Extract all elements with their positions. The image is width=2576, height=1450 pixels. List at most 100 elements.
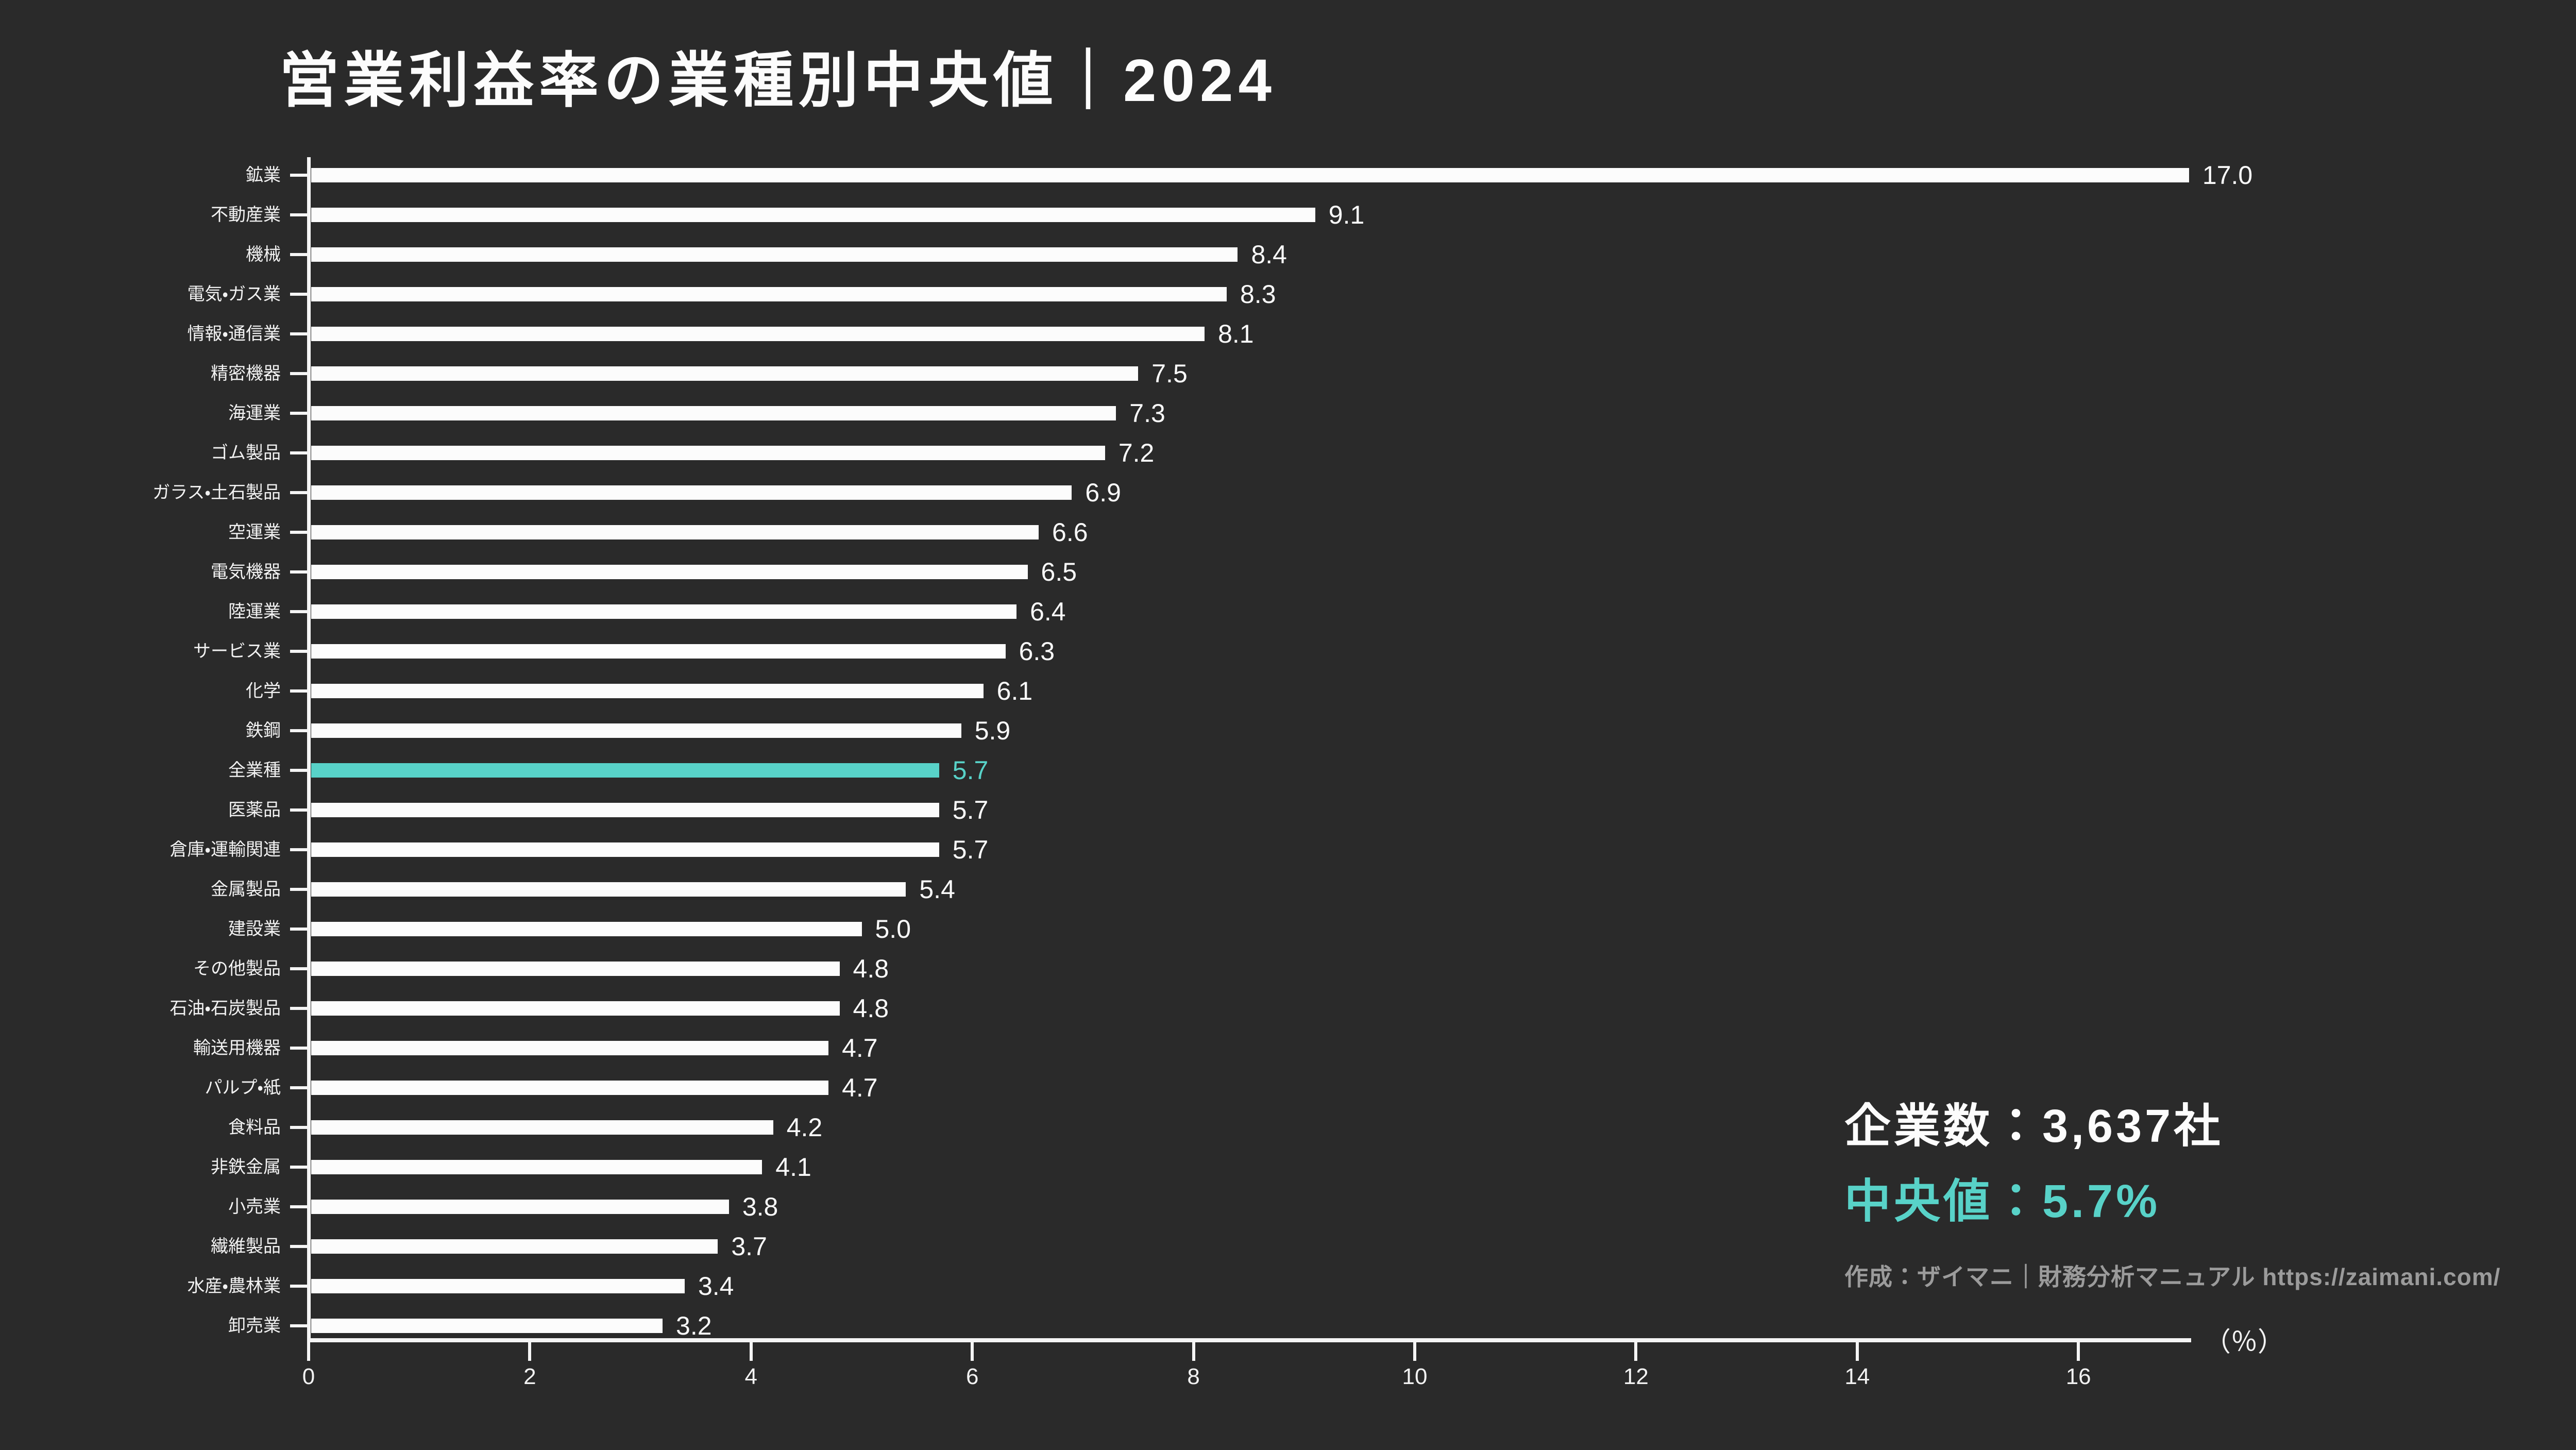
bar [311,327,1205,341]
category-label: 小売業 [228,1197,281,1217]
y-axis-tick [290,1285,309,1288]
category-label: 電気機器 [211,562,281,582]
y-axis-tick [290,293,309,296]
y-axis-tick [290,491,309,494]
y-axis-tick [290,1205,309,1208]
category-label: 卸売業 [228,1316,281,1336]
y-axis-tick [290,808,309,812]
value-label: 5.7 [952,796,989,824]
y-axis-tick [290,174,309,177]
category-label: 精密機器 [211,364,281,383]
bar-highlight [311,763,939,778]
bar [311,247,1238,262]
value-label: 8.1 [1218,319,1254,348]
y-axis-tick [290,213,309,216]
y-axis-tick [290,1086,309,1089]
y-axis-tick [290,769,309,772]
x-axis-tick-label: 4 [744,1364,758,1389]
bar [311,565,1028,579]
x-axis-tick [307,1342,310,1361]
category-label: 繊維製品 [211,1237,281,1256]
value-label: 6.5 [1041,558,1077,586]
x-axis-tick [1634,1342,1638,1361]
value-label: 5.0 [875,915,911,943]
value-label: 7.2 [1118,439,1155,467]
x-axis-tick-label: 12 [1623,1364,1649,1389]
category-label: 陸運業 [228,602,281,621]
bar [311,1001,840,1016]
y-axis-tick [290,689,309,693]
category-label: 空運業 [228,522,281,542]
y-axis-tick [290,372,309,375]
value-label: 4.7 [842,1034,878,1063]
category-label: 建設業 [228,919,281,939]
value-label: 5.4 [919,875,955,904]
value-label: 7.5 [1151,359,1188,388]
bar [311,723,961,738]
category-label: ガラス・土石製品 [152,483,281,502]
category-label: 海運業 [228,403,281,423]
x-axis-tick-label: 8 [1187,1364,1200,1389]
value-label: 6.1 [996,677,1033,705]
y-axis-tick [290,253,309,256]
category-label: 全業種 [228,761,281,780]
value-label: 6.3 [1019,637,1055,666]
bar [311,525,1039,539]
x-axis-line [307,1338,2191,1342]
value-label: 5.7 [952,835,989,864]
category-label: 輸送用機器 [193,1038,281,1058]
value-label: 4.8 [853,994,889,1023]
category-label: 非鉄金属 [211,1157,281,1177]
category-label: ゴム製品 [211,443,281,463]
y-axis-tick [290,1047,309,1050]
category-label: 食料品 [228,1118,281,1137]
bar [311,1120,773,1135]
y-axis-tick [290,928,309,931]
value-label: 4.7 [842,1073,878,1102]
bar [311,882,906,897]
value-label: 5.9 [974,716,1011,745]
x-axis-tick [2077,1342,2080,1361]
value-label: 4.2 [786,1113,823,1142]
y-axis-tick [290,412,309,415]
y-axis-tick [290,531,309,534]
value-label: 3.4 [698,1272,734,1301]
y-axis-tick [290,1324,309,1327]
category-label: 医薬品 [228,800,281,820]
x-axis-tick [1192,1342,1195,1361]
y-axis-tick [290,888,309,891]
category-label: 水産・農林業 [187,1276,281,1296]
attribution-text: 作成：ザイマニ｜財務分析マニュアル https://zaimani.com/ [1844,1263,2501,1290]
value-label: 17.0 [2202,161,2253,190]
bar [311,1200,729,1214]
value-label: 6.4 [1030,597,1066,626]
y-axis-tick [290,729,309,732]
bar [311,1279,685,1293]
y-axis-tick [290,610,309,613]
bar [311,1239,718,1254]
x-axis-tick-label: 6 [965,1364,979,1389]
value-label: 4.1 [775,1153,811,1182]
bar [311,287,1227,301]
y-axis-tick [290,967,309,970]
category-label: 機械 [246,245,281,264]
bar [311,644,1006,659]
value-label: 3.2 [676,1311,712,1340]
chart-title: 営業利益率の業種別中央値｜2024 [279,47,1277,114]
bar [311,168,2189,182]
value-label: 4.8 [853,954,889,983]
x-axis-tick [528,1342,532,1361]
bar [311,406,1116,420]
category-label: 石油・石炭製品 [170,999,281,1018]
value-label: 6.6 [1052,518,1088,547]
y-axis-tick [290,848,309,851]
x-axis-tick [1855,1342,1859,1361]
category-label: その他製品 [193,959,281,979]
value-label: 8.4 [1251,240,1287,269]
x-axis-unit-label: （％） [2204,1327,2285,1357]
y-axis-tick [290,1245,309,1248]
category-label: 不動産業 [211,205,281,225]
value-label: 5.7 [952,756,989,785]
